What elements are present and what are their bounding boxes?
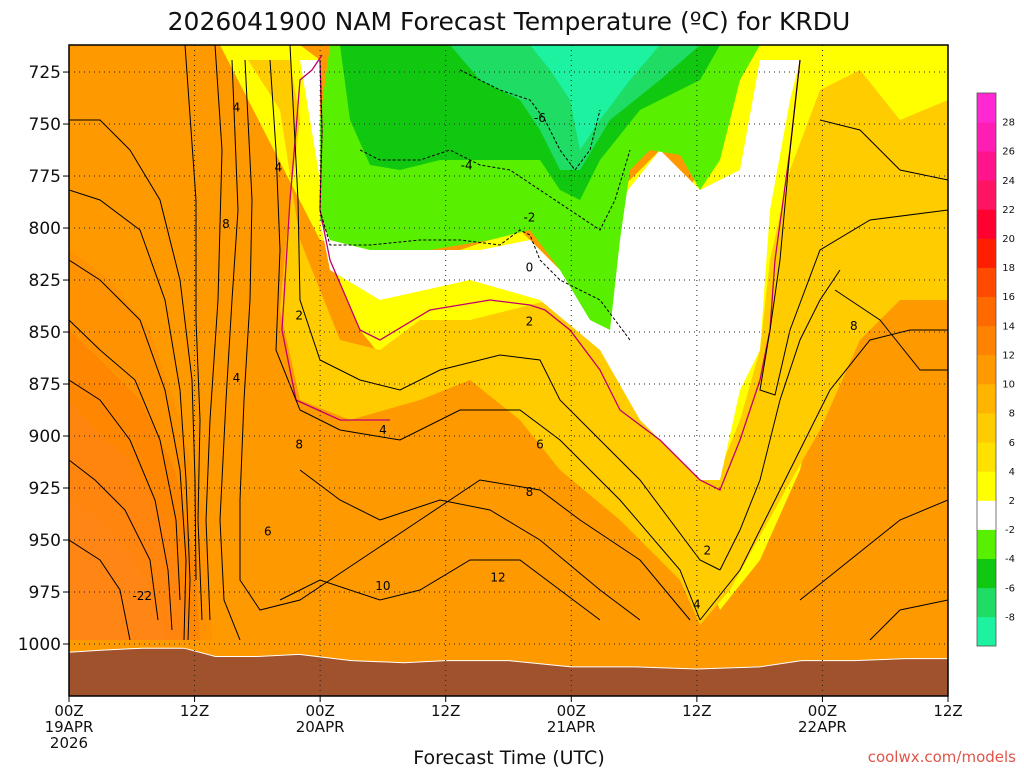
contour-label: 4: [233, 100, 241, 114]
y-tick-label: 800: [29, 219, 61, 239]
colorbar-tick-label: 12: [1002, 350, 1015, 361]
colorbar-swatch: [977, 616, 996, 647]
contour-label: 8: [295, 437, 303, 451]
colorbar-swatch: [977, 267, 996, 298]
contour-label: 6: [536, 437, 544, 451]
contour-label: -6: [534, 111, 546, 125]
colorbar-tick-label: 14: [1002, 321, 1015, 332]
contour-label: 10: [375, 579, 390, 593]
colorbar-frame: [976, 92, 997, 647]
colorbar-tick-label: 2: [1009, 496, 1015, 507]
x-tick-label: 12Z: [682, 702, 711, 720]
y-tick-label: 900: [29, 427, 61, 447]
colorbar-swatch: [977, 354, 996, 385]
x-tick-label: 2026: [50, 734, 88, 752]
contour-labels: 4 4 8 2 4 8 6 4 10 -6 -4 -2 0 2 6 8 12 -22 2 4 8: [132, 100, 857, 611]
x-tick-label: 00Z: [305, 702, 334, 720]
credit-link[interactable]: coolwx.com/models: [868, 748, 1016, 766]
contour-label: 2: [526, 315, 534, 329]
colorbar-swatch: [977, 558, 996, 589]
colorbar-tick-label: 26: [1002, 147, 1015, 158]
y-tick-label: 925: [29, 479, 61, 499]
colorbar-tick-label: 18: [1002, 263, 1015, 274]
colorbar-swatch: [977, 122, 996, 152]
colorbar-swatch: [977, 296, 996, 327]
contour-label: 4: [379, 423, 387, 437]
x-tick-label: 22APR: [798, 718, 847, 736]
colorbar-tick-label: -6: [1005, 583, 1015, 594]
colorbar-tick-label: 8: [1009, 409, 1015, 420]
contour-label: 12: [490, 570, 505, 584]
y-tick-label: 725: [29, 63, 61, 83]
x-tick-label: 20APR: [296, 718, 345, 736]
colorbar-tick-label: 24: [1002, 176, 1015, 187]
contour-label: -4: [461, 159, 473, 173]
colorbar-swatch: [977, 384, 996, 414]
contour-label: -22: [132, 589, 152, 603]
x-tick-label: 12Z: [180, 702, 209, 720]
x-tick-label: 00Z: [557, 702, 586, 720]
colorbar-swatch: [977, 529, 996, 559]
colorbar-swatch: [977, 413, 996, 443]
x-tick-label: 00Z: [54, 702, 83, 720]
colorbar-swatch: [977, 151, 996, 181]
y-tick-label: 975: [29, 583, 61, 603]
x-tick-label: 12Z: [933, 702, 962, 720]
y-tick-label: 775: [29, 167, 61, 187]
colorbar-tick-label: 6: [1009, 438, 1015, 449]
colorbar-tick-label: 20: [1002, 234, 1015, 245]
contour-label: 2: [295, 308, 303, 322]
colorbar-tick-label: -4: [1005, 554, 1015, 565]
colorbar-swatch: [977, 442, 996, 472]
contour-label: 4: [693, 597, 701, 611]
x-tick-label: 00Z: [808, 702, 837, 720]
colorbar-tick-label: 4: [1009, 467, 1015, 478]
colorbar-swatch: [977, 238, 996, 268]
contour-label: 2: [704, 543, 712, 557]
y-tick-label: 875: [29, 375, 61, 395]
ground-surface: [69, 647, 948, 696]
colorbar-tick-label: -8: [1005, 612, 1015, 623]
colorbar-swatch: [977, 471, 996, 501]
contour-label: 8: [222, 217, 230, 231]
colorbar-swatch: [977, 500, 996, 530]
contour-label: 4: [274, 161, 282, 175]
x-tick-label: 12Z: [431, 702, 460, 720]
colorbar-swatch: [977, 209, 996, 239]
colorbar-tick-label: 28: [1002, 118, 1015, 129]
contour-label: 6: [264, 525, 272, 539]
contour-label: -2: [523, 211, 535, 225]
colorbar-tick-label: 22: [1002, 205, 1015, 216]
x-axis-label: Forecast Time (UTC): [413, 747, 604, 768]
x-tick-label: 19APR: [45, 718, 94, 736]
colorbar-swatch: [977, 587, 996, 618]
y-tick-label: 1000: [18, 635, 61, 655]
contour-label: 4: [233, 371, 241, 385]
plot-frame: [68, 44, 949, 697]
colorbar-tick-label: 10: [1002, 380, 1015, 391]
y-axis-ticks: 725 750 775 800 825 850 875 900 925 950 975 1000: [18, 63, 69, 655]
colorbar-swatch: [977, 325, 996, 356]
y-tick-label: 825: [29, 271, 61, 291]
colorbar-tick-label: -2: [1005, 525, 1015, 536]
y-tick-label: 750: [29, 115, 61, 135]
x-tick-label: 21APR: [547, 718, 596, 736]
chart-title: 2026041900 NAM Forecast Temperature (ºC)…: [168, 7, 851, 36]
colorbar-tick-label: 16: [1002, 292, 1015, 303]
y-tick-label: 950: [29, 531, 61, 551]
contour-label: 0: [526, 261, 534, 275]
contour-label: 8: [850, 319, 858, 333]
contour-lines: [69, 45, 948, 641]
colorbar-swatch: [977, 93, 996, 123]
y-tick-label: 850: [29, 323, 61, 343]
contour-label: 8: [526, 485, 534, 499]
colorbar-swatch: [977, 180, 996, 210]
